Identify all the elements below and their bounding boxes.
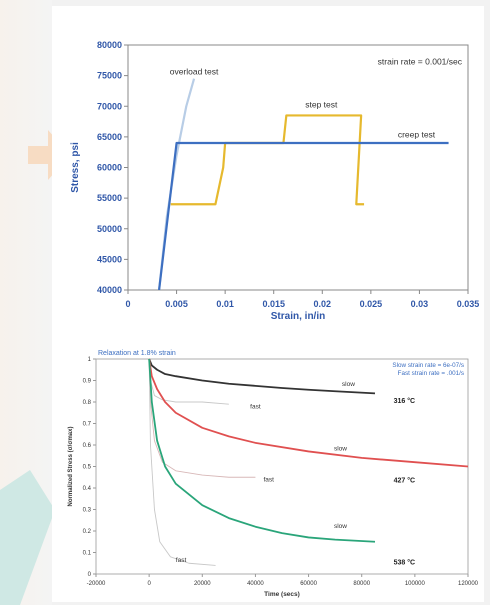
label-overload-test: overload test — [170, 66, 219, 76]
series-label-fast-538: fast — [176, 557, 187, 564]
temperature-label-538: 538 °C — [394, 558, 415, 566]
series-line-fast-538 — [148, 358, 216, 566]
y-tick-label: 0.8 — [83, 400, 92, 406]
series-label-slow-538: slow — [334, 523, 347, 530]
relaxation-chart: -20000 0 20000 40000 60000 80000 100000 120000 0… — [68, 350, 479, 598]
x-tick-label: -20000 — [87, 581, 106, 587]
x-tick-label: 0.02 — [314, 299, 332, 309]
x-tick-label: 120000 — [458, 581, 479, 587]
series-label-slow-316: slow — [342, 381, 355, 388]
y-tick-label: 0.1 — [83, 551, 92, 557]
series-label-fast-316: fast — [250, 403, 261, 410]
y-tick-label: 0.3 — [83, 508, 92, 514]
x-tick-label: 0.035 — [457, 299, 480, 309]
label-step-test: step test — [305, 99, 338, 109]
series-label-fast-427: fast — [263, 477, 274, 484]
chart1-axes — [124, 44, 469, 294]
x-axis-title: Time (secs) — [264, 591, 300, 598]
y-tick-label: 0.9 — [83, 379, 92, 385]
series-line-slow-427 — [148, 358, 469, 468]
chart1-labels: 0 0.005 0.01 0.015 0.02 0.025 0.03 0.035 40000 45… — [70, 40, 479, 322]
stress-strain-chart: 0 0.005 0.01 0.015 0.02 0.025 0.03 0.035 40000 45… — [70, 40, 479, 322]
y-tick-label: 50000 — [97, 224, 122, 234]
y-tick-label: 0.6 — [83, 443, 92, 449]
y-tick-label: 60000 — [97, 163, 122, 173]
chart1-series — [157, 78, 449, 291]
x-tick-label: 0.015 — [262, 299, 285, 309]
chart-title: Relaxation at 1.8% strain — [98, 350, 176, 357]
label-creep-test: creep test — [398, 129, 436, 139]
series-label-slow-427: slow — [334, 445, 347, 452]
y-tick-label: 0.5 — [83, 465, 92, 471]
x-tick-label: 80000 — [353, 581, 370, 587]
legend-fast-rate: Fast strain rate = .001/s — [398, 370, 464, 377]
decorative-arrow — [28, 130, 70, 180]
y-tick-label: 80000 — [97, 40, 122, 50]
x-tick-label: 0.005 — [165, 299, 188, 309]
x-tick-label: 0.01 — [216, 299, 234, 309]
x-axis-title: Strain, in/in — [271, 311, 325, 322]
y-tick-label: 0.7 — [83, 422, 92, 428]
series-line-slow-316 — [148, 358, 376, 395]
y-axis-title: Normalized Stress (σ/σmax) — [68, 427, 74, 507]
x-tick-label: 0 — [125, 299, 130, 309]
y-tick-label: 0.2 — [83, 529, 92, 535]
y-tick-label: 40000 — [97, 285, 122, 295]
series-line-fast-427 — [148, 358, 256, 478]
x-tick-label: 0.025 — [360, 299, 383, 309]
y-axis-title: Stress, psi — [70, 142, 81, 193]
y-tick-label: 1 — [88, 357, 92, 363]
y-tick-label: 45000 — [97, 254, 122, 264]
y-tick-label: 65000 — [97, 132, 122, 142]
x-tick-label: 0 — [147, 581, 151, 587]
temperature-label-316: 316 °C — [394, 397, 415, 405]
chart2-series — [148, 358, 469, 566]
x-tick-label: 100000 — [405, 581, 426, 587]
temperature-label-427: 427 °C — [394, 477, 415, 485]
y-tick-label: 0.4 — [83, 486, 92, 492]
x-tick-label: 20000 — [194, 581, 211, 587]
y-tick-label: 75000 — [97, 71, 122, 81]
series-line-step-test — [170, 114, 365, 206]
y-tick-label: 70000 — [97, 101, 122, 111]
chart2-labels: -20000 0 20000 40000 60000 80000 100000 120000 0… — [68, 350, 479, 598]
decorative-teal-shape — [0, 470, 55, 605]
x-tick-label: 0.03 — [411, 299, 429, 309]
y-tick-label: 55000 — [97, 193, 122, 203]
plot-frame — [127, 44, 469, 291]
strain-rate-annotation: strain rate = 0.001/sec — [378, 57, 463, 67]
series-line-overload-test — [157, 78, 196, 291]
x-tick-label: 40000 — [247, 581, 264, 587]
legend-slow-rate: Slow strain rate = 6e-07/s — [392, 362, 464, 369]
y-tick-label: 0 — [88, 572, 92, 578]
series-line-creep-test — [157, 141, 449, 291]
figure-panel — [52, 6, 484, 602]
x-tick-label: 60000 — [300, 581, 317, 587]
series-line-slow-538 — [148, 358, 376, 543]
